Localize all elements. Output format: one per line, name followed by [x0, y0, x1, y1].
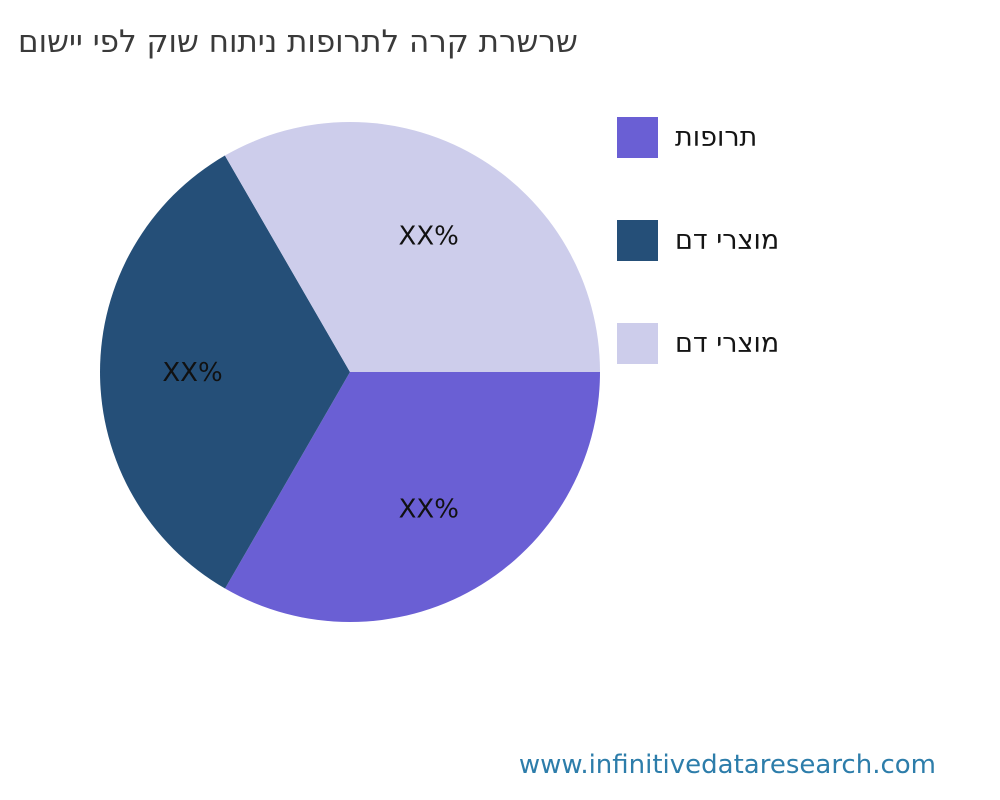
legend-item: תרופות — [617, 117, 779, 158]
footer-url: www.infinitivedataresearch.com — [518, 750, 936, 780]
pie-slice-1 — [225, 372, 601, 622]
legend-item: מוצרי דם — [617, 323, 779, 364]
chart-title: שרשרת קרה לתרופות ניתוח שוק לפי יישום — [18, 24, 578, 60]
legend-label: מוצרי דם — [675, 328, 780, 359]
legend-swatch — [617, 323, 658, 364]
pie-slice-pct-label: XX% — [399, 222, 459, 252]
legend-swatch — [617, 117, 658, 158]
legend: תרופות מוצרי דם מוצרי דם — [617, 117, 779, 426]
legend-item: מוצרי דם — [617, 220, 779, 261]
pie-slice-3 — [224, 122, 600, 373]
pie-slice-pct-label: XX% — [399, 494, 459, 524]
pie-slice-pct-label: XX% — [162, 358, 222, 388]
pie-slice-2 — [100, 155, 351, 589]
legend-label: תרופות — [675, 122, 758, 153]
legend-swatch — [617, 220, 658, 261]
legend-label: מוצרי דם — [675, 225, 780, 256]
